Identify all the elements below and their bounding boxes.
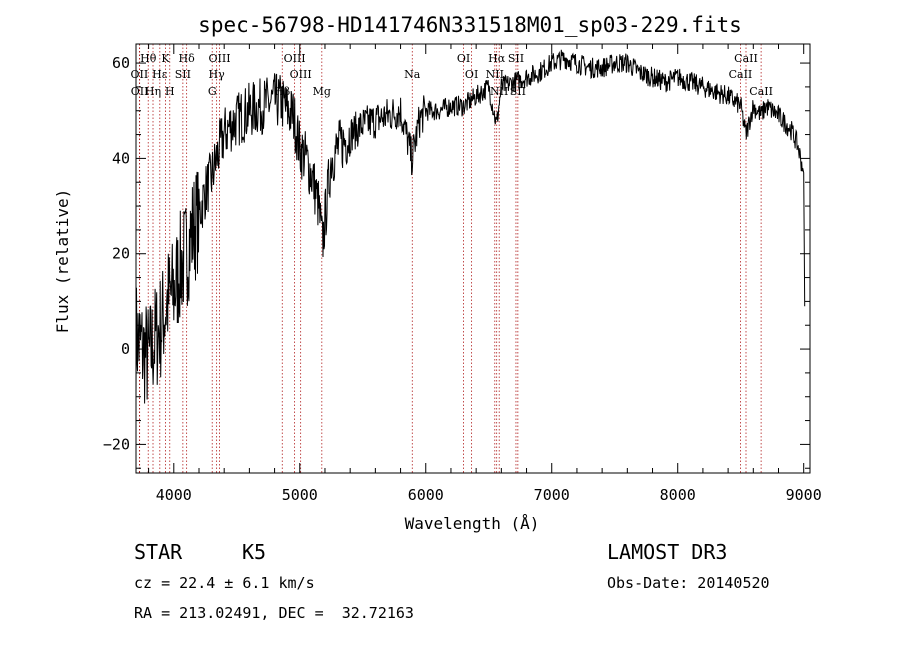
y-tick-label: −20 (103, 435, 130, 453)
x-tick-label: 4000 (156, 486, 192, 504)
x-tick-label: 8000 (660, 486, 696, 504)
spectral-line-label: SII (175, 68, 191, 81)
spectral-line-label: Hη (145, 85, 161, 98)
y-axis-label: Flux (relative) (53, 189, 72, 334)
survey-name: LAMOST DR3 (607, 540, 728, 564)
plot-frame (135, 43, 811, 474)
object-class: STAR (134, 540, 183, 564)
object-subclass: K5 (242, 540, 267, 564)
spectral-line-label: G (208, 85, 217, 98)
spectral-line-markers (139, 44, 762, 473)
x-axis: 4000 5000 6000 7000 8000 9000 (148, 44, 822, 504)
spectral-line-label: NII (490, 85, 508, 98)
spectral-line-label: OII (131, 85, 149, 98)
spectral-line-label: OIII (284, 52, 306, 65)
spectrum-line (135, 49, 806, 404)
obs-date: Obs-Date: 20140520 (607, 574, 770, 592)
x-axis-label: Wavelength (Å) (405, 514, 540, 533)
spectral-line-label: OIII (208, 52, 230, 65)
x-tick-label: 7000 (534, 486, 570, 504)
y-tick-label: 40 (112, 149, 130, 167)
coordinates: RA = 213.02491, DEC = 32.72163 (134, 604, 414, 622)
spectral-line-label: OIII (290, 68, 312, 81)
spectral-line-label: Na (404, 68, 421, 81)
spectral-line-label: Hε (152, 68, 168, 81)
spectral-line-label: K (161, 52, 170, 65)
spectral-line-label: Hα (488, 52, 506, 65)
chart-title: spec-56798-HD141746N331518M01_sp03-229.f… (198, 13, 742, 37)
spectral-line-label: Hθ (140, 52, 157, 65)
spectral-line-label: OII (131, 68, 149, 81)
y-tick-label: 20 (112, 245, 130, 263)
x-tick-label: 6000 (408, 486, 444, 504)
spectral-line-label: Hδ (179, 52, 196, 65)
spectral-line-label: Mg (313, 85, 331, 98)
y-tick-label: 60 (112, 54, 130, 72)
spectral-line-label: H (165, 85, 175, 98)
redshift-text: cz = 22.4 ± 6.1 km/s (134, 574, 315, 592)
spectral-line-label: SII (508, 52, 524, 65)
spectral-line-label: OI (457, 52, 470, 65)
spectral-line-label: CaII (749, 85, 773, 98)
spectral-line-label: OI (465, 68, 478, 81)
spectral-line-label: CaII (734, 52, 758, 65)
y-tick-label: 0 (121, 340, 130, 358)
spectral-line-label: NII (486, 68, 504, 81)
spectral-line-label: Hγ (209, 68, 226, 81)
spectral-line-label: CaII (729, 68, 753, 81)
x-tick-label: 5000 (282, 486, 318, 504)
x-tick-label: 9000 (786, 486, 822, 504)
y-axis: −20 0 20 40 60 (103, 54, 810, 469)
